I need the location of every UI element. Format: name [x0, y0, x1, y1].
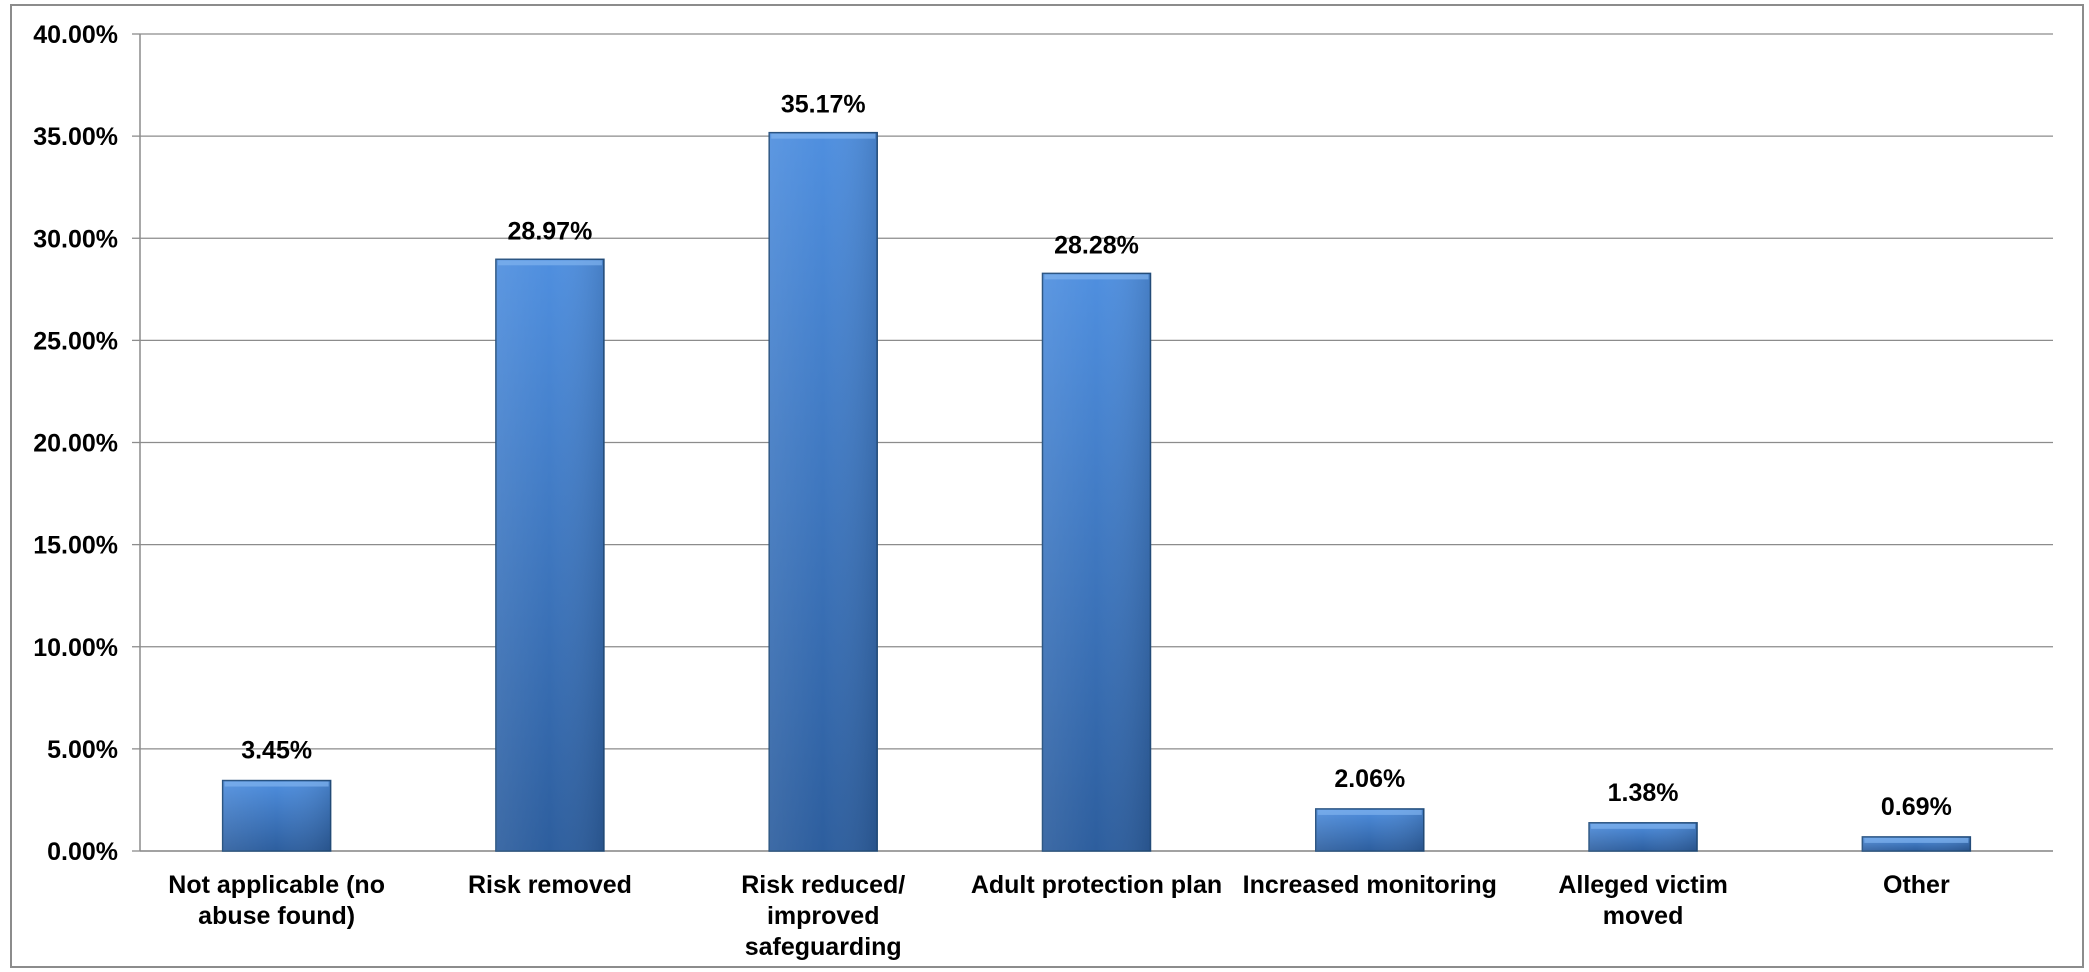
bar-sheen: [495, 259, 604, 852]
data-label: 3.45%: [241, 737, 312, 765]
y-tick-label: 5.00%: [47, 736, 118, 764]
y-tick-label: 35.00%: [33, 123, 118, 151]
data-label: 28.28%: [1054, 231, 1139, 259]
data-label: 0.69%: [1881, 793, 1952, 821]
bar-sheen: [1315, 808, 1424, 851]
data-label: 28.97%: [508, 217, 593, 245]
x-tick-label: Not applicable (no abuse found): [168, 871, 385, 930]
x-tick-label: Alleged victim moved: [1558, 871, 1728, 930]
bar-top-highlight: [1591, 823, 1696, 829]
bar-top-highlight: [771, 133, 876, 139]
data-label: 1.38%: [1608, 779, 1679, 807]
x-tick-label: Risk reduced/improved safeguarding: [741, 871, 905, 961]
x-tick-label: Risk removed: [468, 871, 632, 899]
y-tick-label: 30.00%: [33, 225, 118, 253]
y-tick-label: 15.00%: [33, 532, 118, 560]
x-tick-label: Adult protection plan: [971, 871, 1222, 899]
x-tick-label: Increased monitoring: [1243, 871, 1497, 899]
bar-top-highlight: [1317, 809, 1422, 815]
y-tick-label: 25.00%: [33, 327, 118, 355]
bar-sheen: [222, 780, 331, 851]
plot-area: 0.00% 5.00% 10.00% 15.00% 20.00% 25.00% 30.00%…: [33, 21, 2053, 961]
y-tick-label: 20.00%: [33, 430, 118, 458]
bar-top-highlight: [1044, 274, 1149, 280]
bar-top-highlight: [1864, 837, 1969, 843]
bar-sheen: [769, 132, 878, 851]
bar-sheen: [1042, 273, 1151, 852]
data-label: 35.17%: [781, 91, 866, 119]
y-tick-label: 10.00%: [33, 634, 118, 662]
y-tick-label: 40.00%: [33, 21, 118, 49]
data-label: 2.06%: [1334, 765, 1405, 793]
bar-top-highlight: [224, 781, 329, 787]
x-tick-label: Other: [1883, 871, 1950, 899]
bar-top-highlight: [497, 260, 602, 266]
y-tick-label: 0.00%: [47, 838, 118, 866]
